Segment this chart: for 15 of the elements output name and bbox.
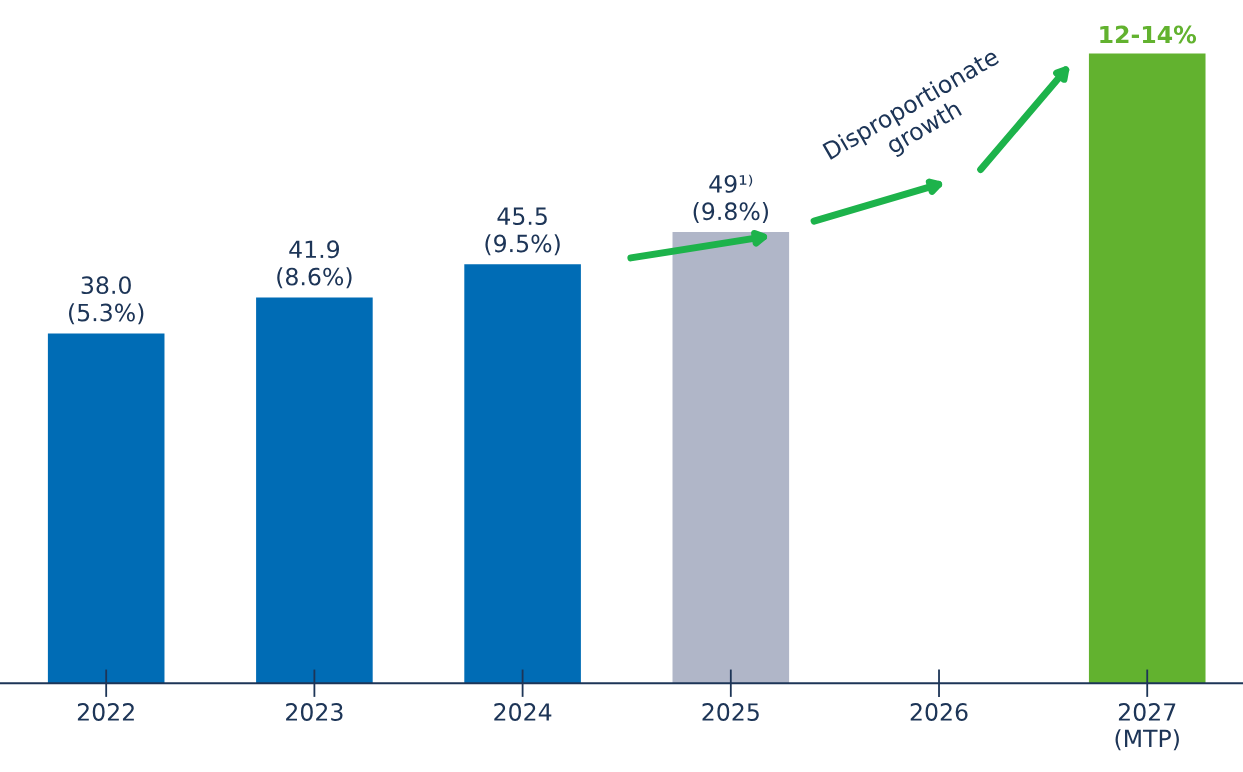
bar [256,297,373,684]
x-tick-label: 2027 (MTP) [1115,703,1179,751]
x-tick-label: 2023 [286,703,343,721]
bar [47,333,165,684]
x-tick-label: 2022 [77,703,134,721]
x-tick-label: 2024 [494,703,552,721]
bar [464,264,581,684]
x-tick-label: 2026 [910,703,968,721]
bar [1088,53,1206,684]
data-label: 45.5 (9.5%) [485,207,560,256]
data-label: 49¹⁾ (9.8%) [693,174,768,223]
x-tick-label: 2025 [702,703,759,721]
data-label: 41.9 (8.6%) [277,240,352,289]
annotation: 12-14% [1100,25,1197,44]
data-label: 38.0 (5.3%) [69,276,144,325]
